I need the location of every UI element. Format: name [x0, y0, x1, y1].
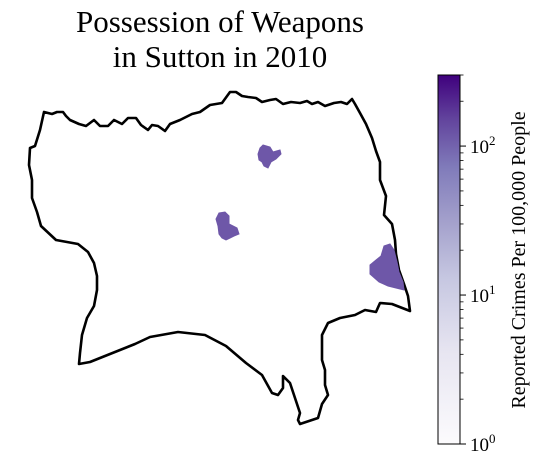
- highlighted-area-north: [257, 144, 282, 169]
- borough-boundary: [27, 90, 412, 426]
- map-title: Possession of Weapons in Sutton in 2010: [20, 4, 420, 74]
- colorbar-tick-label: 102: [470, 133, 496, 158]
- colorbar-tick-label: 101: [470, 282, 496, 307]
- colorbar-gradient: [437, 74, 461, 445]
- highlighted-area-east: [369, 243, 405, 291]
- map-title-line-1: Possession of Weapons: [76, 4, 364, 39]
- colorbar-axis-label: Reported Crimes Per 100,000 People: [508, 111, 530, 408]
- colorbar-ticks: 100 101 102: [460, 74, 496, 456]
- colorbar-tick-label: 100: [470, 431, 496, 456]
- map-title-line-2: in Sutton in 2010: [112, 39, 328, 74]
- highlighted-area-center-west: [215, 211, 240, 241]
